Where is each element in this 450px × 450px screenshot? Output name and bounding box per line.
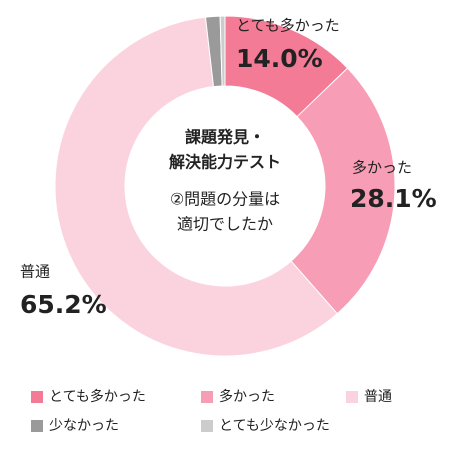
center-title: ②問題の分量は — [170, 190, 280, 209]
center-title: 課題発見・ — [185, 128, 265, 147]
legend-swatch — [31, 391, 43, 403]
slice-value: 14.0% — [236, 44, 323, 73]
legend-swatch — [31, 420, 43, 432]
slice-value: 28.1% — [350, 184, 437, 213]
slice — [54, 16, 338, 357]
slice-category: 多かった — [352, 159, 412, 177]
legend-label: とても多かった — [49, 388, 146, 405]
legend-swatch — [201, 391, 213, 403]
slice-category: 普通 — [20, 263, 50, 281]
center-title: 解決能力テスト — [169, 153, 281, 172]
legend-swatch — [346, 391, 358, 403]
legend-swatch — [201, 420, 213, 432]
slice-value: 65.2% — [20, 290, 107, 319]
slice — [219, 15, 226, 87]
legend-label: 普通 — [364, 389, 392, 405]
legend-label: とても少なかった — [219, 418, 330, 434]
center-title: 適切でしたか — [177, 215, 273, 234]
legend-label: 少なかった — [49, 418, 119, 434]
slice — [290, 67, 396, 315]
legend-label: 多かった — [219, 388, 275, 405]
slice-category: とても多かった — [236, 17, 340, 35]
